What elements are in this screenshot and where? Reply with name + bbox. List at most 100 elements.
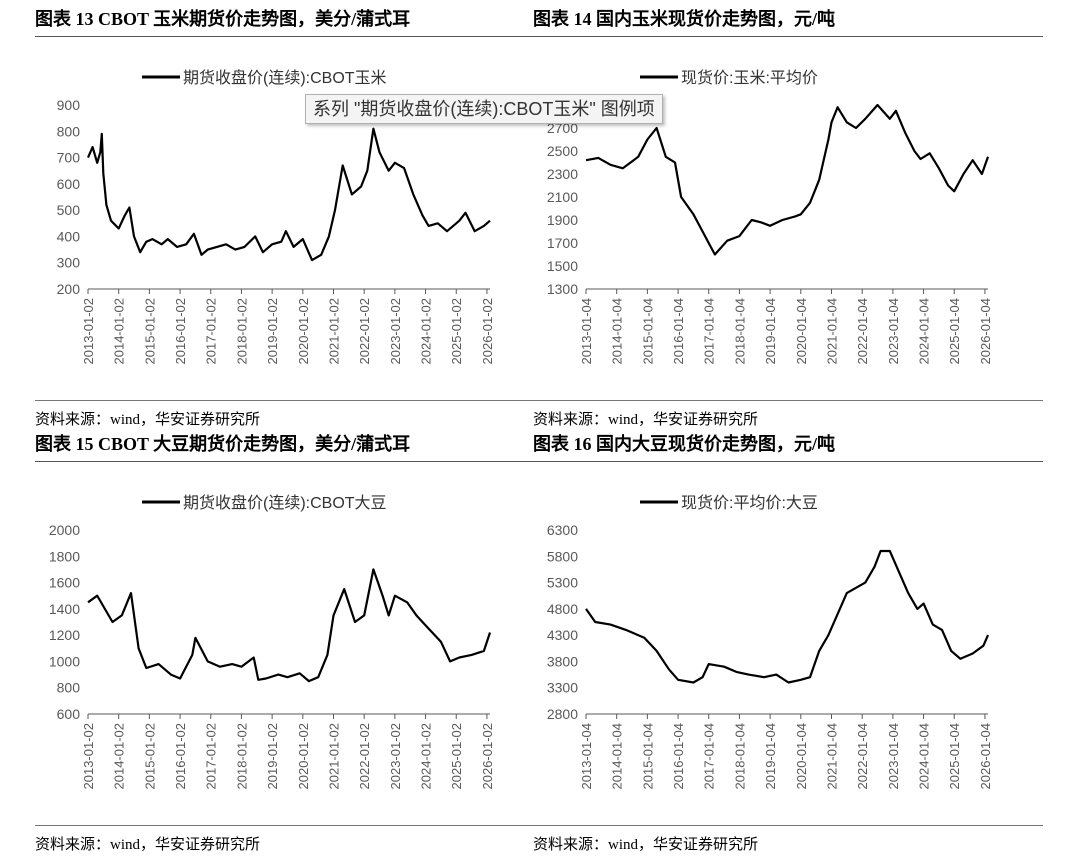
x-tick-label: 2023-01-02 [388,298,403,365]
x-tick-label: 2026-01-02 [480,723,495,790]
legend-label: 期货收盘价(连续):CBOT玉米 [183,68,387,87]
x-tick-label: 2017-01-02 [204,298,219,365]
y-tick-label: 1900 [547,212,578,228]
divider [35,36,545,37]
x-tick-label: 2019-01-04 [763,723,778,790]
x-tick-label: 2021-01-02 [326,723,341,790]
y-tick-label: 1400 [49,601,80,617]
x-tick-label: 2020-01-02 [296,298,311,365]
x-tick-label: 2023-01-02 [388,723,403,790]
x-tick-label: 2016-01-04 [671,723,686,790]
y-tick-label: 2500 [547,143,578,159]
chart-title: 图表 16 国内大豆现货价走势图，元/吨 [533,434,835,454]
x-tick-label: 2023-01-04 [886,723,901,790]
x-tick-label: 2021-01-04 [824,298,839,365]
y-tick-label: 800 [57,680,81,696]
divider [35,825,545,826]
y-tick-label: 700 [57,150,81,166]
divider [35,461,545,462]
x-tick-label: 2015-01-02 [142,298,157,365]
x-tick-label: 2013-01-04 [579,298,594,365]
y-tick-label: 1200 [49,627,80,643]
x-tick-label: 2021-01-02 [326,298,341,365]
y-tick-label: 4300 [547,627,578,643]
x-tick-label: 2026-01-04 [978,723,993,790]
x-tick-label: 2017-01-02 [204,723,219,790]
y-tick-label: 2100 [547,189,578,205]
panel-soybean-futures: 图表 15 CBOT 大豆期货价走势图，美分/蒲式耳 期货收盘价(连续):CBO… [35,430,545,862]
divider [533,825,1043,826]
x-tick-label: 2018-01-02 [234,298,249,365]
legend-label: 期货收盘价(连续):CBOT大豆 [183,493,387,512]
x-tick-label: 2020-01-04 [794,298,809,365]
x-tick-label: 2017-01-04 [702,723,717,790]
x-tick-label: 2018-01-04 [732,298,747,365]
y-tick-label: 2000 [49,522,80,538]
y-tick-label: 2300 [547,166,578,182]
legend-label: 现货价:玉米:平均价 [681,69,818,87]
line-chart: 期货收盘价(连续):CBOT玉米 200 300 400 500 600 700 800 900… [57,68,495,365]
line-chart: 现货价:玉米:平均价 1300 1500 1700 1900 2100 2300 2500 27… [547,69,993,365]
x-tick-label: 2024-01-04 [917,723,932,790]
x-tick-label: 2022-01-02 [357,298,372,365]
y-tick-label: 1700 [547,235,578,251]
y-tick-label: 1500 [547,258,578,274]
y-tick-label: 200 [57,281,81,297]
y-tick-label: 500 [57,202,81,218]
x-tick-label: 2026-01-02 [480,298,495,365]
y-tick-label: 6300 [547,522,578,538]
x-tick-label: 2022-01-04 [855,723,870,790]
source-note: 资料来源：wind，华安证券研究所 [35,837,261,853]
x-tick-label: 2024-01-04 [917,298,932,365]
line-chart: 现货价:平均价:大豆 2800 3300 3800 4300 4800 5300 5800 63… [547,494,993,790]
series-line [585,103,990,256]
y-tick-label: 400 [57,228,81,244]
x-tick-label: 2019-01-04 [763,298,778,365]
y-tick-label: 600 [57,176,81,192]
x-tick-label: 2014-01-04 [610,298,625,365]
x-tick-label: 2016-01-04 [671,298,686,365]
x-tick-label: 2020-01-02 [296,723,311,790]
x-tick-label: 2016-01-02 [173,298,188,365]
x-tick-label: 2018-01-02 [234,723,249,790]
source-note: 资料来源：wind，华安证券研究所 [533,837,759,853]
y-tick-label: 5300 [547,575,578,591]
panel-soybean-spot: 图表 16 国内大豆现货价走势图，元/吨 现货价:平均价:大豆 2800 3300 3… [533,430,1043,862]
y-tick-label: 1000 [49,653,80,669]
panel-corn-futures: 图表 13 CBOT 玉米期货价走势图，美分/蒲式耳 期货收盘价(连续):CBO… [35,5,545,437]
x-tick-label: 2015-01-02 [142,723,157,790]
y-tick-label: 2800 [547,706,578,722]
x-tick-label: 2024-01-02 [419,723,434,790]
x-tick-label: 2018-01-04 [732,723,747,790]
x-tick-label: 2020-01-04 [794,723,809,790]
x-tick-label: 2019-01-02 [265,723,280,790]
x-tick-label: 2014-01-02 [112,298,127,365]
x-tick-label: 2017-01-04 [702,298,717,365]
x-tick-label: 2022-01-04 [855,298,870,365]
divider [533,461,1043,462]
x-tick-label: 2015-01-04 [640,723,655,790]
x-tick-label: 2014-01-02 [112,723,127,790]
legend-tooltip: 系列 "期货收盘价(连续):CBOT玉米" 图例项 [305,94,663,124]
y-tick-label: 300 [57,255,81,271]
panel-corn-spot: 图表 14 国内玉米现货价走势图，元/吨 现货价:玉米:平均价 1300 1500 1… [533,5,1043,437]
x-tick-label: 2026-01-04 [978,298,993,365]
legend-label: 现货价:平均价:大豆 [681,494,818,512]
chart-title: 图表 13 CBOT 玉米期货价走势图，美分/蒲式耳 [35,9,411,29]
y-tick-label: 1300 [547,281,578,297]
series-line [86,127,491,262]
y-tick-label: 600 [57,706,81,722]
y-tick-label: 5800 [547,548,578,564]
y-tick-label: 2700 [547,120,578,136]
source-note: 资料来源：wind，华安证券研究所 [35,412,261,428]
divider [35,400,545,401]
y-tick-label: 1600 [49,575,80,591]
x-tick-label: 2021-01-04 [824,723,839,790]
x-tick-label: 2016-01-02 [173,723,188,790]
x-tick-label: 2019-01-02 [265,298,280,365]
x-tick-label: 2013-01-04 [579,723,594,790]
x-tick-label: 2015-01-04 [640,298,655,365]
x-tick-label: 2014-01-04 [610,723,625,790]
y-tick-label: 1800 [49,548,80,564]
x-tick-label: 2025-01-04 [947,298,962,365]
